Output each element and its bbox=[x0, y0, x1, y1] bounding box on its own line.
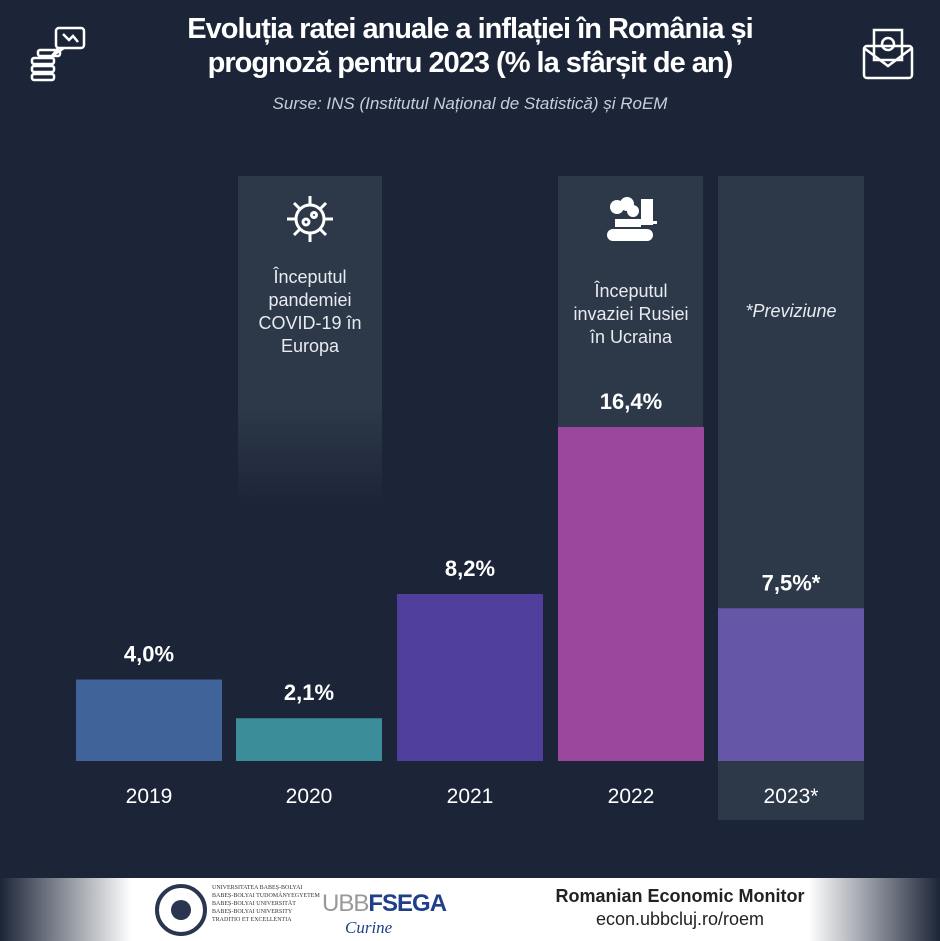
x-tick-label: 2023* bbox=[764, 785, 819, 808]
envelope-money-icon bbox=[862, 28, 914, 80]
bar-2023* bbox=[718, 608, 864, 761]
virus-icon bbox=[287, 196, 333, 242]
data-label: 8,2% bbox=[445, 556, 495, 581]
bar-2022 bbox=[558, 427, 704, 761]
war-note: Începutul invaziei Rusiei în Ucraina bbox=[573, 281, 689, 347]
data-label: 16,4% bbox=[600, 389, 662, 414]
forecast-note: *Previziune bbox=[745, 301, 837, 321]
bar-2021 bbox=[397, 594, 543, 761]
data-label: 7,5%* bbox=[762, 570, 821, 595]
bar-2020 bbox=[236, 718, 382, 761]
ubb-logo-text: UNIVERSITATEA BABEȘ-BOLYAI BABEȘ-BOLYAI T… bbox=[212, 885, 320, 923]
x-tick-label: 2022 bbox=[608, 785, 655, 808]
chart-title: Evoluția ratei anuale a inflației în Rom… bbox=[187, 13, 753, 79]
coins-chart-icon bbox=[30, 26, 86, 82]
data-label: 2,1% bbox=[284, 680, 334, 705]
ubb-seal-logo bbox=[155, 884, 207, 936]
x-tick-label: 2019 bbox=[126, 785, 173, 808]
footer: UNIVERSITATEA BABEȘ-BOLYAI BABEȘ-BOLYAI T… bbox=[0, 878, 940, 941]
war-highlight bbox=[558, 176, 703, 428]
x-tick-label: 2021 bbox=[447, 785, 494, 808]
monitor-url[interactable]: econ.ubbcluj.ro/roem bbox=[595, 909, 765, 929]
signature: Curine bbox=[345, 918, 393, 937]
sources: Surse: INS (Institutul Național de Stati… bbox=[272, 94, 668, 113]
bar-chart: 4,0% 2019 2,1% 2020 8,2% 2021 16,4% 2022 7,5%* 20… bbox=[76, 389, 864, 808]
bar-2019 bbox=[76, 679, 222, 761]
monitor-name: Romanian Economic Monitor bbox=[555, 886, 805, 906]
covid-note: Începutul pandemiei COVID-19 în Europa bbox=[258, 267, 362, 356]
tank-icon bbox=[607, 197, 657, 241]
data-label: 4,0% bbox=[124, 642, 174, 667]
x-tick-label: 2020 bbox=[286, 785, 333, 808]
fsega-logo: UBBFSEGA bbox=[322, 890, 447, 917]
covid-highlight bbox=[238, 176, 382, 506]
